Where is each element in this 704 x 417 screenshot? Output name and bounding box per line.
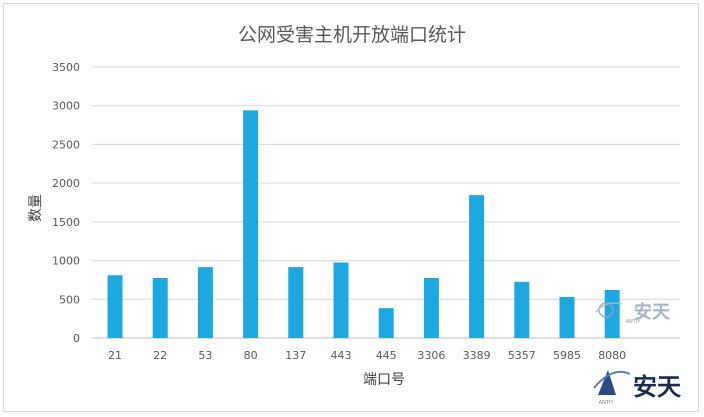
bar-port-137	[288, 267, 304, 338]
watermark-text: 安天	[634, 301, 671, 323]
bar-port-3306	[423, 277, 439, 338]
x-tick-label: 445	[376, 349, 397, 362]
y-tick-label: 500	[59, 293, 80, 306]
watermark-swoosh-icon	[595, 302, 623, 313]
y-tick-label: 3500	[52, 61, 80, 74]
bar-port-445	[378, 308, 394, 338]
x-tick-label: 80	[244, 349, 258, 362]
x-axis-ticks: 21 22 53 80 137 443 445 3306 3389 5357 5985 8080	[108, 349, 626, 362]
bar-port-53	[197, 267, 213, 338]
x-tick-label: 53	[198, 349, 212, 362]
x-tick-label: 3389	[463, 349, 491, 362]
bar-port-21	[107, 275, 123, 338]
bar-port-5357	[514, 281, 530, 338]
x-tick-label: 21	[108, 349, 122, 362]
bar-port-22	[152, 277, 168, 338]
y-axis-ticks: 0 500 1000 1500 2000 2500 3000 3500	[52, 61, 80, 345]
y-tick-label: 2000	[52, 177, 80, 190]
watermark-subtext: ANTIY	[626, 319, 642, 325]
x-tick-label: 137	[285, 349, 306, 362]
watermark-logo-corner: 安天 ANTIY	[593, 370, 681, 406]
corner-logo-swoosh-icon	[593, 370, 631, 389]
x-tick-label: 5985	[553, 349, 581, 362]
y-tick-label: 0	[73, 332, 80, 345]
x-tick-label: 3306	[417, 349, 445, 362]
x-tick-label: 5357	[508, 349, 536, 362]
gridlines	[92, 66, 680, 339]
y-tick-label: 1500	[52, 216, 80, 229]
y-tick-label: 1000	[52, 255, 80, 268]
y-axis-title: 数量	[28, 194, 44, 222]
bar-port-5985	[559, 296, 575, 338]
y-tick-label: 2500	[52, 138, 80, 151]
bar-port-443	[333, 262, 349, 338]
chart-frame	[3, 3, 699, 412]
watermark-logo-inline: 安天 ANTIY	[595, 301, 671, 325]
x-tick-label: 22	[153, 349, 167, 362]
bars	[107, 110, 620, 338]
corner-logo-subtext: ANTIY	[599, 400, 615, 406]
x-tick-label: 8080	[598, 349, 626, 362]
bar-port-80	[243, 110, 259, 338]
bar-port-3389	[469, 195, 485, 338]
watermark-emblem-icon	[598, 302, 614, 318]
chart-title: 公网受害主机开放端口统计	[238, 24, 466, 46]
corner-logo-text: 安天	[633, 373, 681, 401]
corner-logo-mark-icon	[598, 370, 616, 395]
x-tick-label: 443	[331, 349, 352, 362]
x-axis-title: 端口号	[363, 372, 405, 388]
y-tick-label: 3000	[52, 100, 80, 113]
